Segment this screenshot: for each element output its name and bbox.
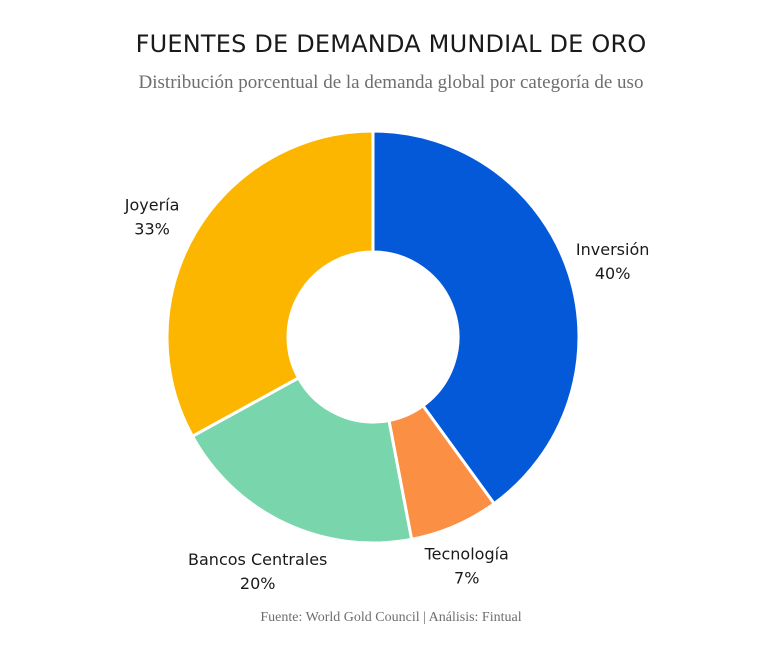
- chart-source: Fuente: World Gold Council | Análisis: F…: [260, 610, 522, 625]
- slice-bancos-centrales: [190, 376, 414, 545]
- slice-label: Tecnología: [424, 545, 509, 564]
- slice-value-label: 33%: [134, 220, 170, 239]
- chart-subtitle: Distribución porcentual de la demanda gl…: [138, 72, 644, 93]
- slice-label: Joyería: [124, 196, 180, 215]
- slice-joyería: [165, 129, 375, 438]
- slice-inversión: [371, 129, 581, 506]
- chart-title: FUENTES DE DEMANDA MUNDIAL DE ORO: [135, 30, 647, 58]
- slice-label: Inversión: [576, 240, 649, 259]
- slice-value-label: 20%: [240, 574, 276, 593]
- slice-value-label: 7%: [454, 569, 479, 588]
- slice-value-label: 40%: [595, 264, 631, 283]
- slice-label: Bancos Centrales: [188, 550, 327, 569]
